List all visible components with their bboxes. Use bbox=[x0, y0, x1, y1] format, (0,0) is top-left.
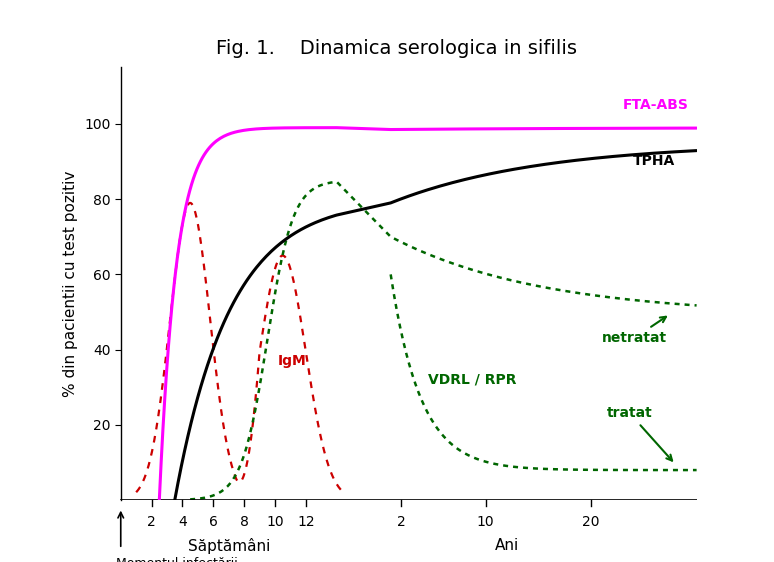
Text: Săptămâni: Săptămâni bbox=[187, 538, 270, 554]
Y-axis label: % din pacientii cu test pozitiv: % din pacientii cu test pozitiv bbox=[63, 171, 78, 397]
Text: FTA-ABS: FTA-ABS bbox=[623, 98, 689, 112]
Text: IgM: IgM bbox=[278, 353, 307, 368]
Text: TPHA: TPHA bbox=[633, 155, 676, 168]
Text: 12: 12 bbox=[297, 515, 315, 529]
Text: VDRL / RPR: VDRL / RPR bbox=[427, 373, 516, 387]
Text: 2: 2 bbox=[397, 515, 406, 529]
Text: 4: 4 bbox=[178, 515, 187, 529]
Text: netratat: netratat bbox=[601, 317, 666, 345]
Text: 10: 10 bbox=[266, 515, 284, 529]
Title: Fig. 1.    Dinamica serologica in sifilis: Fig. 1. Dinamica serologica in sifilis bbox=[216, 39, 577, 57]
Text: Momentul infectării: Momentul infectării bbox=[116, 556, 238, 562]
Text: 20: 20 bbox=[582, 515, 600, 529]
Text: Ani: Ani bbox=[495, 538, 519, 553]
Text: 10: 10 bbox=[477, 515, 495, 529]
Text: 2: 2 bbox=[147, 515, 156, 529]
Text: 6: 6 bbox=[209, 515, 217, 529]
Text: 8: 8 bbox=[240, 515, 248, 529]
Text: tratat: tratat bbox=[607, 406, 672, 461]
